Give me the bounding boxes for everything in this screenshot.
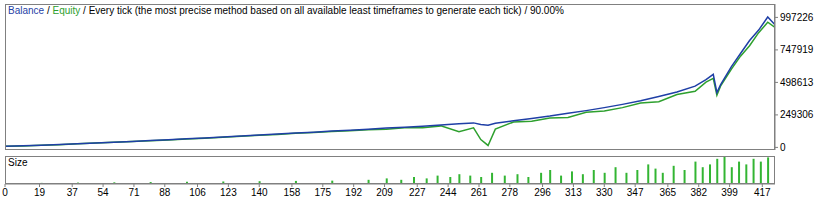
svg-text:123: 123	[220, 187, 237, 198]
svg-text:296: 296	[534, 187, 551, 198]
svg-text:158: 158	[284, 187, 301, 198]
svg-text:140: 140	[251, 187, 268, 198]
svg-text:244: 244	[440, 187, 457, 198]
svg-text:278: 278	[502, 187, 519, 198]
svg-text:997226: 997226	[780, 12, 812, 23]
svg-text:88: 88	[159, 187, 171, 198]
svg-text:313: 313	[565, 187, 582, 198]
svg-text:417: 417	[754, 187, 771, 198]
svg-text:747919: 747919	[780, 44, 812, 55]
svg-text:106: 106	[189, 187, 206, 198]
svg-text:209: 209	[376, 187, 393, 198]
svg-text:347: 347	[627, 187, 644, 198]
svg-text:498613: 498613	[780, 77, 812, 88]
svg-text:0: 0	[8, 187, 9, 198]
svg-text:192: 192	[345, 187, 362, 198]
svg-text:227: 227	[409, 187, 426, 198]
svg-text:261: 261	[471, 187, 488, 198]
svg-text:399: 399	[721, 187, 738, 198]
svg-text:330: 330	[596, 187, 613, 198]
svg-text:71: 71	[128, 187, 140, 198]
svg-text:19: 19	[34, 187, 46, 198]
svg-text:0: 0	[780, 142, 786, 153]
svg-text:54: 54	[98, 187, 110, 198]
svg-text:175: 175	[314, 187, 331, 198]
svg-text:37: 37	[67, 187, 79, 198]
svg-text:365: 365	[660, 187, 677, 198]
html-text:Size: Size	[8, 157, 28, 168]
html-text:Balance / Equity / Every tick: Balance / Equity / Every tick (the most …	[8, 5, 564, 16]
svg-text:382: 382	[690, 187, 707, 198]
svg-text:249306: 249306	[780, 109, 812, 120]
